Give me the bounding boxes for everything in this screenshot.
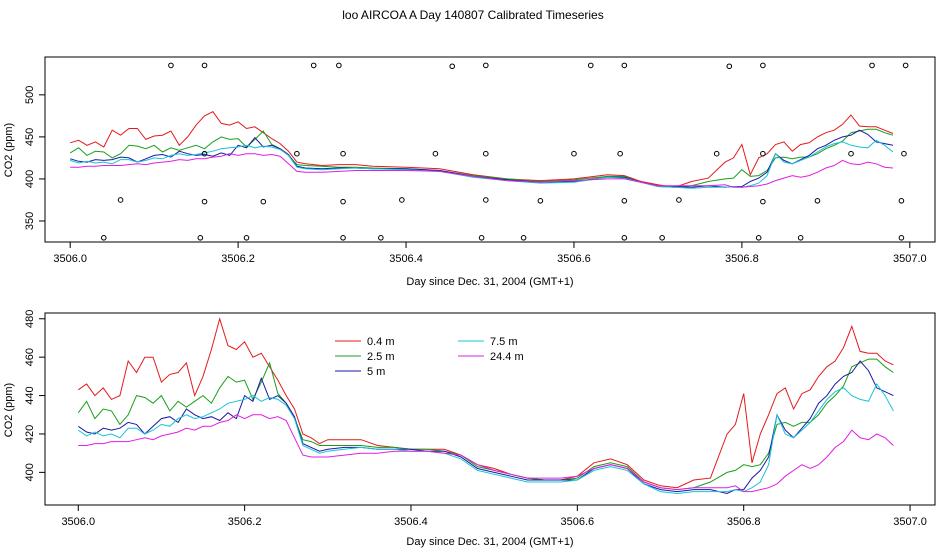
series-line-0-4-m-m — [78, 317, 894, 489]
calibration-point — [898, 234, 905, 241]
x-tick-label: 3507.0 — [893, 516, 927, 528]
calibration-point — [340, 198, 346, 205]
calibration-point — [340, 150, 346, 157]
y-tick-label: 460 — [24, 348, 36, 366]
calibration-point — [621, 197, 628, 204]
y-tick-label: 400 — [24, 463, 36, 481]
y-tick-label: 450 — [24, 128, 36, 146]
calibration-point — [340, 234, 346, 241]
calibration-point — [117, 197, 124, 203]
series-line-7-5-m-m — [78, 383, 894, 495]
calibration-point — [483, 62, 489, 69]
calibration-point — [713, 150, 720, 157]
calibration-point — [659, 234, 665, 241]
legend-label: 2.5 m — [367, 351, 395, 363]
calibration-point — [848, 150, 854, 157]
calibration-point — [901, 150, 907, 157]
x-tick-label: 3506.6 — [561, 516, 595, 528]
calibration-point — [201, 150, 208, 157]
legend: 0.4 m 2.5 m 5 m 7.5 m 24.4 m — [335, 336, 524, 378]
calibration-point — [621, 234, 628, 241]
y-axis-label: CO2 (ppm) — [3, 383, 15, 437]
calibration-point — [483, 197, 489, 203]
y-tick-label: 480 — [24, 310, 36, 328]
series-line-5-m-m — [78, 360, 894, 495]
calibration-point — [621, 62, 628, 69]
calibration-point — [814, 197, 821, 204]
plot-area — [69, 111, 894, 189]
legend-label: 0.4 m — [367, 336, 395, 348]
calibration-point — [201, 198, 208, 205]
x-tick-label: 3506.2 — [221, 253, 255, 265]
calibration-point — [168, 62, 174, 69]
series-line-7-5-m-m — [70, 139, 894, 189]
x-tick-label: 3507.0 — [893, 253, 927, 265]
calibration-point — [294, 150, 300, 157]
calibration-point — [243, 234, 250, 241]
calibration-point — [755, 234, 762, 241]
x-tick-label: 3506.4 — [389, 253, 423, 265]
calibration-point — [760, 198, 766, 205]
page-title: loo AIRCOA A Day 140807 Calibrated Times… — [342, 8, 603, 22]
plot-frame — [44, 312, 936, 506]
x-axis-label: Day since Dec. 31, 2004 (GMT+1) — [406, 276, 573, 288]
calibration-point — [201, 62, 208, 69]
legend-label: 5 m — [367, 366, 385, 378]
x-tick-label: 3506.6 — [557, 253, 591, 265]
calibration-point — [869, 62, 875, 69]
calibration-point — [898, 197, 905, 204]
plot-area — [77, 317, 894, 495]
y-tick-label: 440 — [24, 386, 36, 404]
calibration-point — [260, 198, 267, 205]
calibration-point — [483, 150, 489, 157]
x-axis-label: Day since Dec. 31, 2004 (GMT+1) — [406, 536, 573, 548]
calibration-point — [478, 234, 485, 241]
y-tick-label: 400 — [24, 170, 36, 188]
series-line-24-4-m-m — [78, 414, 894, 493]
calibration-point — [310, 62, 317, 69]
calibration-point — [378, 234, 384, 241]
calibration-point — [760, 62, 766, 69]
calibration-point — [797, 234, 804, 241]
x-tick-label: 3506.8 — [727, 516, 761, 528]
calibration-point — [587, 62, 594, 69]
x-tick-label: 3506.0 — [53, 253, 87, 265]
calibration-point — [571, 150, 577, 157]
calibration-point — [676, 197, 682, 203]
legend-label: 7.5 m — [490, 336, 518, 348]
calibration-point — [197, 234, 204, 241]
calibration-point — [726, 63, 733, 70]
calibration-point — [449, 63, 456, 70]
y-tick-label: 350 — [24, 212, 36, 230]
calibration-point — [100, 234, 107, 241]
calibration-point — [617, 150, 623, 157]
x-tick-label: 3506.2 — [228, 516, 262, 528]
series-line-0-4-m-m — [70, 111, 894, 188]
calibration-point — [537, 197, 544, 204]
calibration-point — [760, 150, 766, 157]
x-tick-label: 3506.4 — [394, 516, 428, 528]
y-axis-label: CO2 (ppm) — [3, 123, 15, 177]
calibration-point — [432, 150, 439, 157]
y-tick-label: 500 — [24, 86, 36, 104]
chart-panel-2: 3506.0 3506.2 3506.4 3506.6 3506.8 3507.0 400 4… — [3, 310, 936, 548]
y-tick-label: 420 — [24, 425, 36, 443]
x-tick-label: 3506.0 — [61, 516, 95, 528]
calibration-point — [399, 197, 405, 203]
chart-panel-1: 3506.0 3506.2 3506.4 3506.6 3506.8 3507.0 350 4… — [3, 56, 936, 288]
series-line-5-m-m — [70, 129, 894, 188]
series-line-24-4-m-m — [70, 153, 894, 188]
calibration-point — [520, 234, 527, 241]
x-tick-label: 3506.8 — [725, 253, 759, 265]
calibration-point — [902, 62, 909, 69]
plot-frame — [44, 56, 936, 243]
calibration-point — [336, 62, 342, 69]
legend-label: 24.4 m — [490, 351, 524, 363]
